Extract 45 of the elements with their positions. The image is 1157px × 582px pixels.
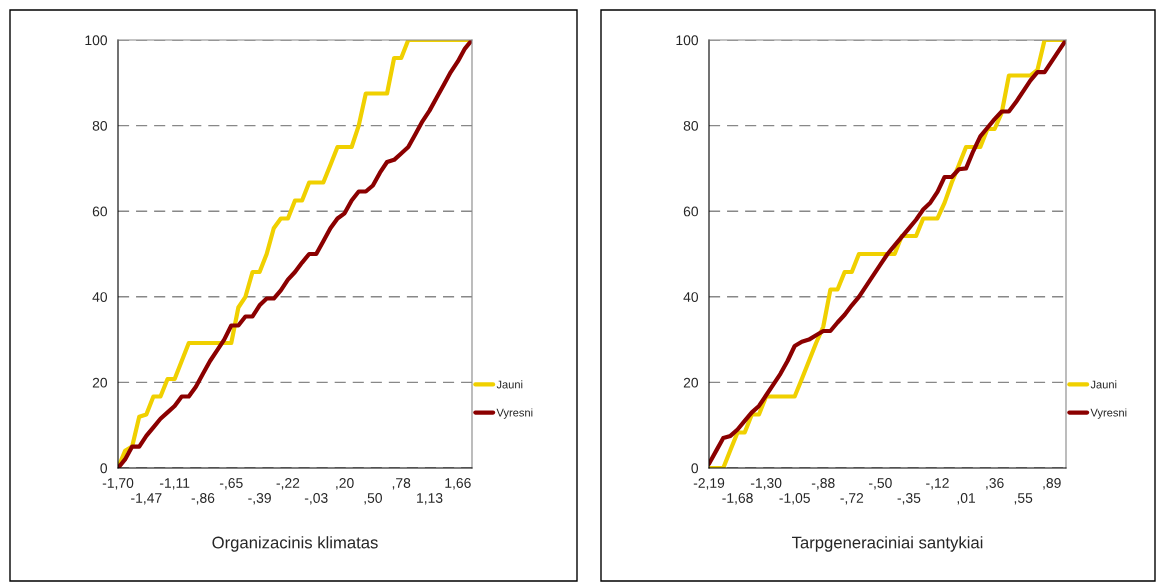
x-tick-label: -,12 [926, 478, 949, 490]
y-tick-label: 40 [92, 292, 108, 302]
y-tick-label: 20 [683, 377, 699, 388]
x-tick-label: -1,68 [722, 493, 753, 505]
y-tick-label: 100 [85, 35, 108, 46]
x-tick-label: ,36 [986, 478, 1004, 490]
x-tick-label: 1,13 [417, 493, 443, 505]
y-tick-label: 0 [691, 463, 699, 474]
legend-label: Vyresni [496, 408, 533, 419]
y-tick-label: 100 [676, 35, 699, 46]
legend-label: Jauni [496, 380, 523, 389]
x-tick-label: -1,70 [102, 478, 134, 490]
y-tick-label: 40 [683, 292, 699, 302]
x-tick-label: -,65 [219, 478, 243, 490]
x-tick-label: ,55 [1014, 493, 1033, 505]
x-tick-label: -,39 [248, 493, 271, 505]
y-tick-label: 60 [92, 206, 108, 217]
x-tick-label: -,22 [276, 478, 300, 490]
y-tick-label: 80 [683, 120, 699, 131]
x-tick-label: ,78 [392, 478, 411, 490]
x-tick-label: -2,19 [693, 478, 725, 490]
x-tick-label: 1,66 [445, 478, 471, 490]
y-tick-label: 60 [683, 206, 699, 217]
x-tick-label: ,89 [1043, 478, 1061, 490]
x-tick-label: -,72 [840, 493, 864, 505]
y-tick-label: 80 [92, 120, 108, 131]
x-tick-label: ,20 [336, 478, 354, 490]
x-tick-label: -,35 [897, 493, 921, 505]
x-tick-label: -1,11 [159, 478, 190, 490]
legend-label: Jauni [1090, 380, 1117, 389]
x-tick-label: -1,30 [750, 478, 782, 490]
x-axis-title: Organizacinis klimatas [212, 536, 378, 552]
x-tick-label: -1,47 [131, 493, 162, 505]
x-tick-label: -,86 [191, 493, 215, 505]
x-tick-label: -,88 [811, 478, 835, 490]
x-tick-label: -1,05 [779, 493, 810, 505]
line-series [118, 40, 472, 468]
x-tick-label: -,03 [304, 493, 328, 505]
y-tick-label: 20 [92, 377, 108, 388]
legend-label: Vyresni [1090, 408, 1127, 419]
x-axis-title: Tarpgeneraciniai santykiai [792, 536, 983, 552]
x-tick-label: ,01 [957, 493, 976, 505]
y-tick-label: 0 [100, 463, 108, 474]
x-tick-label: -,50 [869, 478, 892, 490]
x-tick-label: ,50 [364, 493, 382, 505]
